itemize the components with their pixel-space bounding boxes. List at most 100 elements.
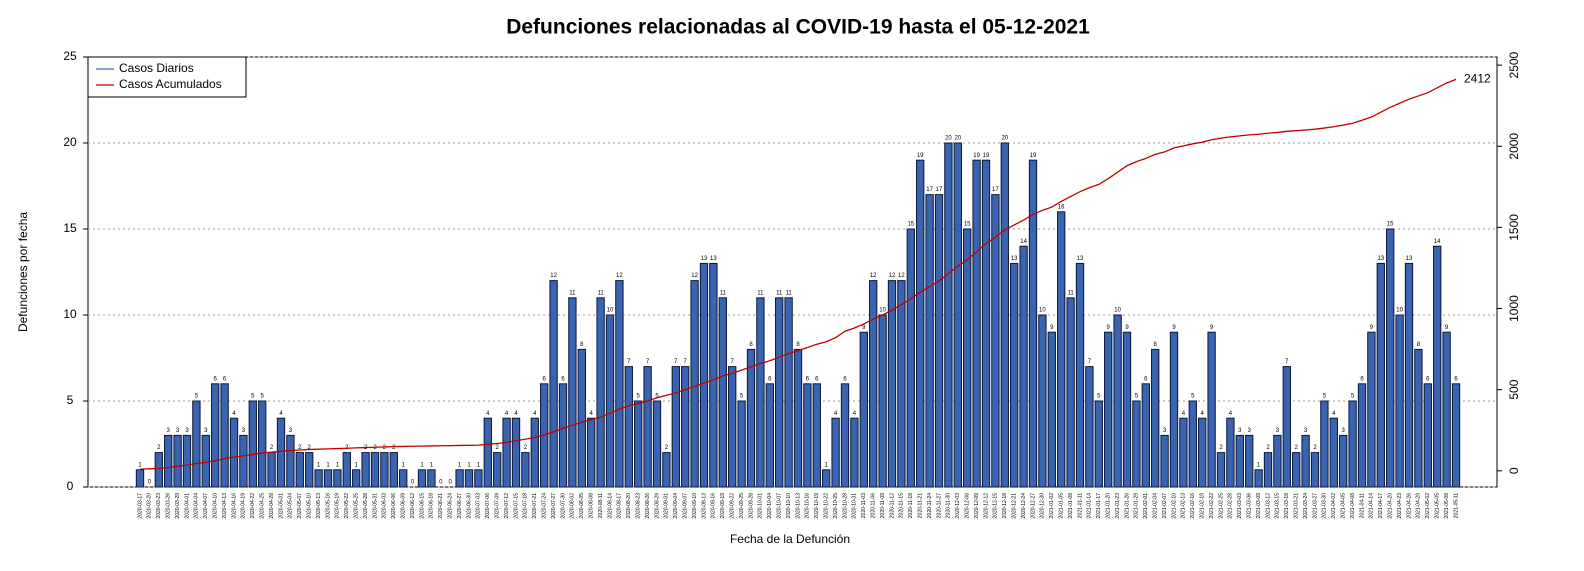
x-tick-label: 2021-01-23 — [1115, 493, 1121, 519]
bar-value-label: 4 — [505, 411, 509, 417]
bar — [652, 400, 662, 488]
cumulative-line — [139, 78, 1457, 470]
x-tick-label: 2020-11-09 — [880, 493, 886, 518]
x-tick-label: 2020-06-27 — [457, 493, 463, 519]
x-tick-label: 2020-09-19 — [720, 493, 726, 519]
x-tick-label: 2020-11-24 — [927, 493, 933, 518]
bar-value-label: 2 — [1219, 445, 1223, 451]
x-tick-label: 2020-04-28 — [269, 493, 275, 519]
x-tick-label: 2020-08-29 — [654, 493, 660, 519]
bar — [803, 383, 812, 488]
x-tick-label: 2020-08-02 — [570, 493, 576, 519]
bar — [380, 452, 389, 488]
x-tick-label: 2020-05-25 — [354, 493, 360, 519]
x-tick-label: 2020-07-03 — [476, 493, 482, 519]
x-tick-label: 2020-05-19 — [335, 493, 341, 519]
x-tick-label: 2021-05-08 — [1444, 493, 1450, 519]
x-tick-label: 2020-03-17 — [137, 493, 143, 519]
bar-value-label: 6 — [768, 376, 772, 382]
x-tick-label: 2020-07-30 — [560, 493, 566, 519]
bar-value-label: 12 — [550, 273, 557, 279]
x-tick-label: 2021-03-15 — [1275, 493, 1281, 519]
x-tick-label: 2020-08-05 — [579, 493, 585, 519]
x-tick-label: 2020-05-07 — [297, 493, 303, 519]
bar — [1273, 434, 1282, 488]
x-axis-label: Fecha de la Defunción — [730, 532, 850, 546]
bar — [1282, 366, 1291, 488]
bar — [1198, 417, 1207, 488]
bar-value-label: 5 — [740, 394, 744, 400]
bar-value-label: 1 — [326, 462, 330, 468]
bar — [1404, 262, 1414, 488]
x-tick-label: 2021-01-05 — [1059, 493, 1065, 519]
bar-value-label: 2 — [383, 445, 387, 451]
bar-value-label: 6 — [561, 376, 565, 382]
bar-value-label: 5 — [637, 394, 641, 400]
bar-value-label: 9 — [1172, 325, 1176, 331]
bar-value-label: 11 — [720, 290, 727, 296]
bar — [1451, 383, 1461, 488]
bar-value-label: 4 — [533, 411, 537, 417]
y2-tick-label: 2500 — [1507, 51, 1521, 78]
x-tick-label: 2020-12-30 — [1040, 493, 1046, 519]
x-tick-label: 2020-03-23 — [156, 493, 162, 519]
x-tick-label: 2020-10-16 — [805, 493, 811, 519]
bar-value-label: 3 — [1304, 428, 1308, 434]
x-tick-label: 2020-10-04 — [767, 493, 773, 519]
bar — [568, 297, 577, 488]
bar-value-label: 1 — [825, 462, 829, 468]
bar — [981, 159, 991, 488]
x-tick-label: 2020-06-06 — [391, 493, 397, 519]
x-tick-label: 2020-10-07 — [777, 493, 783, 519]
bar-value-label: 4 — [514, 411, 518, 417]
x-tick-label: 2021-05-02 — [1425, 493, 1431, 519]
y-tick-label: 25 — [63, 49, 77, 63]
bar-value-label: 13 — [1077, 256, 1084, 262]
bar-value-label: 6 — [1144, 376, 1148, 382]
y-tick-label: 0 — [67, 479, 74, 493]
x-tick-label: 2020-09-25 — [739, 493, 745, 519]
x-tick-label: 2020-07-18 — [523, 493, 529, 519]
x-tick-label: 2020-08-08 — [589, 493, 595, 519]
x-tick-label: 2020-04-01 — [184, 493, 190, 519]
x-tick-label: 2020-07-12 — [504, 493, 510, 519]
bar-value-label: 11 — [785, 290, 792, 296]
bar-value-label: 1 — [458, 462, 462, 468]
bar-value-label: 3 — [204, 428, 208, 434]
x-tick-label: 2020-10-01 — [758, 493, 764, 519]
x-tick-label: 2020-04-16 — [231, 493, 237, 519]
bar-value-label: 4 — [834, 411, 838, 417]
x-tick-label: 2020-07-24 — [542, 493, 548, 519]
bar-value-label: 7 — [684, 359, 688, 365]
bar-value-label: 10 — [1114, 308, 1121, 314]
x-tick-label: 2021-01-29 — [1134, 493, 1140, 519]
bar — [1414, 348, 1423, 488]
bar-value-label: 11 — [597, 290, 604, 296]
bar — [1141, 383, 1150, 488]
bar — [1169, 331, 1179, 488]
bar-value-label: 1 — [420, 462, 424, 468]
bar — [765, 383, 774, 488]
bar — [897, 280, 906, 488]
bar-value-label: 6 — [543, 376, 547, 382]
bar — [211, 383, 220, 488]
x-tick-label: 2020-11-18 — [908, 493, 914, 518]
x-tick-label: 2021-01-08 — [1068, 493, 1074, 519]
y-tick-label: 15 — [63, 221, 77, 235]
x-tick-label: 2020-12-18 — [1002, 493, 1008, 519]
bar — [1301, 434, 1310, 488]
x-tick-label: 2020-04-07 — [203, 493, 209, 519]
x-tick-label: 2020-09-13 — [701, 493, 707, 519]
bar — [850, 417, 859, 488]
legend-box — [87, 56, 247, 98]
x-tick-label: 2020-08-14 — [607, 493, 613, 519]
x-tick-label: 2021-03-24 — [1303, 493, 1309, 519]
bar — [1216, 452, 1226, 488]
x-tick-label: 2020-09-04 — [673, 493, 679, 519]
bar — [1320, 400, 1329, 488]
bar — [521, 452, 530, 488]
bar — [906, 228, 915, 488]
x-tick-label: 2021-03-18 — [1284, 493, 1290, 519]
bar — [258, 400, 267, 488]
